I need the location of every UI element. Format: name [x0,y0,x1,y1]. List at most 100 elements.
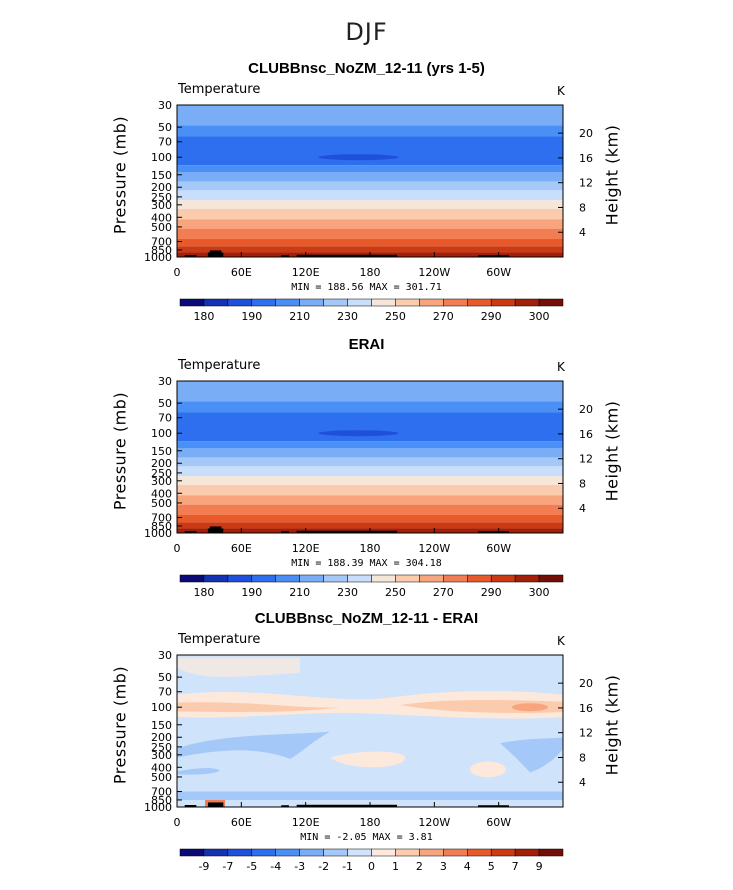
colorbar-box [323,298,348,307]
contour-band [177,412,563,442]
x-tick-label: 180 [360,266,381,279]
y-right-tick-label: 20 [579,127,593,140]
colorbar-box [443,848,468,857]
variable-label: Temperature [178,632,261,647]
topography [281,255,289,257]
y-right-tick-label: 12 [579,177,593,190]
colorbar-label: 290 [481,310,502,323]
variable-label: Temperature [178,82,261,97]
x-tick-label: 60E [231,266,252,279]
contour-band [177,457,563,467]
colorbar-box [299,848,324,857]
y-tick-label: 200 [151,731,172,744]
colorbar-box [227,848,253,857]
y-right-tick-label: 16 [579,702,593,715]
colorbar-label: 9 [536,860,543,873]
topography [209,250,222,257]
colorbar-label: -9 [198,860,209,873]
colorbar-box [179,574,205,583]
contour-band [177,441,563,449]
colorbar-box [443,298,468,307]
cold-core-contour [318,430,399,437]
colorbar-box [323,848,348,857]
y-tick-label: 30 [158,99,172,112]
colorbar-label: 3 [440,860,447,873]
plot-area [177,105,563,257]
colorbar-box [251,298,276,307]
min-max-stats: MIN = -2.05 MAX = 3.81 [300,832,433,843]
panel-difference: CLUBBnsc_NoZM_12-11 - ERAI Temperature K… [0,610,733,890]
contour-band [177,514,563,523]
y-tick-label: 850 [151,520,172,533]
y-tick-label: 150 [151,169,172,182]
y-tick-label: 850 [151,244,172,257]
colorbar-label: -5 [246,860,257,873]
colorbar-label: 1 [392,860,399,873]
topography [296,254,398,257]
units-label: K [557,634,565,648]
colorbar-box [275,574,300,583]
y-tick-label: 50 [158,671,172,684]
colorbar-label: 180 [193,310,214,323]
colorbar-label: 250 [385,310,406,323]
y-right-tick-label: 20 [579,677,593,690]
colorbar-label: 300 [529,586,550,599]
cool-anomaly-region [177,731,330,759]
colorbar-label: 7 [512,860,519,873]
colorbar-box [514,848,540,857]
units-label: K [557,360,565,374]
colorbar-box [443,574,468,583]
colorbar-box [179,848,205,857]
colorbar-label: 210 [289,310,310,323]
y-tick-label: 250 [151,191,172,204]
colorbar-box [203,298,229,307]
y-tick-label: 300 [151,749,172,762]
contour-band [177,381,563,402]
x-tick-label: 120E [292,542,320,555]
y-tick-label: 150 [151,719,172,732]
colorbar-box [395,848,420,857]
y-tick-label: 1000 [144,801,172,814]
colorbar-box [347,298,372,307]
y-tick-label: 400 [151,211,172,224]
y-right-tick-label: 8 [579,201,586,214]
y-tick-label: 1000 [144,527,172,540]
y-right-tick-label: 8 [579,751,586,764]
contour-band [177,200,563,209]
warm-anomaly-region [330,751,406,768]
colorbar-label: -3 [294,860,305,873]
x-tick-label: 0 [174,816,181,829]
colorbar-box [251,848,276,857]
colorbar-box [419,848,444,857]
contour-band [177,495,563,505]
colorbar-box [538,298,564,307]
y-tick-label: 70 [158,412,172,425]
y-right-tick-label: 12 [579,453,593,466]
topography [184,805,197,807]
y-tick-label: 700 [151,236,172,249]
y-right-tick-label: 4 [579,776,586,789]
colorbar-label: -7 [222,860,233,873]
colorbar-label: 5 [488,860,495,873]
x-tick-label: 60W [486,816,511,829]
y-tick-label: 200 [151,181,172,194]
y-tick-label: 500 [151,497,172,510]
contour-band [177,522,563,529]
colorbar-box [179,298,205,307]
topography [478,255,509,257]
colorbar-label: -2 [318,860,329,873]
contour-band [177,208,563,220]
colorbar-label: 4 [464,860,471,873]
cold-core-contour [318,154,399,161]
y-tick-label: 50 [158,397,172,410]
colorbar-box [299,298,324,307]
x-tick-label: 120E [292,266,320,279]
panel-model: CLUBBnsc_NoZM_12-11 (yrs 1-5) Temperatur… [0,60,733,340]
cool-anomaly-region [500,737,563,773]
colorbar-box [371,298,396,307]
colorbar-box [395,574,420,583]
y-tick-label: 250 [151,741,172,754]
topography [207,802,224,807]
colorbar-label: -4 [270,860,281,873]
colorbar-label: 250 [385,586,406,599]
